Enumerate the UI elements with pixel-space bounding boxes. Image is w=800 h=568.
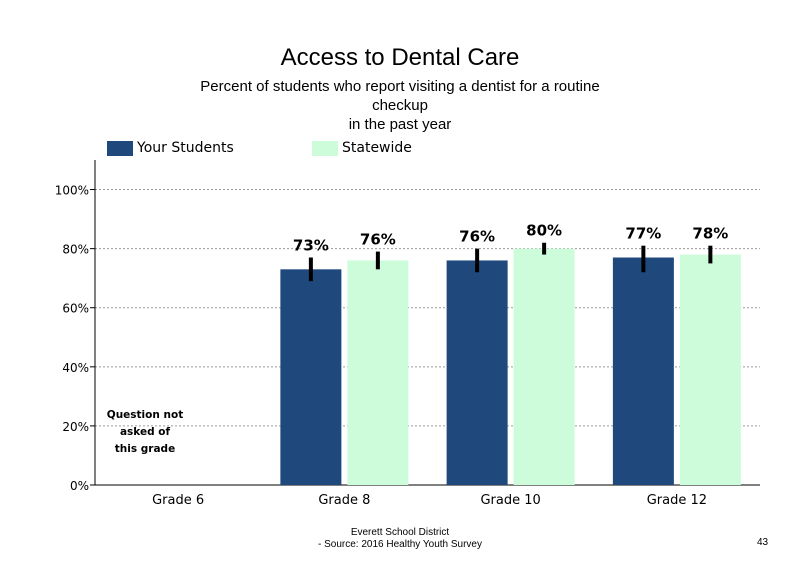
x-tick-label: Grade 8 [318, 493, 370, 508]
y-tick-label: 80% [62, 243, 89, 257]
x-tick-label: Grade 10 [480, 493, 540, 508]
legend-label-statewide: Statewide [342, 140, 412, 156]
y-tick-label: 20% [62, 420, 89, 434]
chart-subtitle: Percent of students who report visiting … [150, 77, 650, 134]
data-label: 73% [293, 237, 329, 255]
note-line-3: this grade [114, 443, 176, 455]
legend-label-your-students: Your Students [137, 140, 234, 156]
grade-6-note: Question not asked of this grade [103, 407, 187, 458]
data-label: 80% [526, 222, 562, 240]
bar [446, 260, 508, 485]
legend-item-your-students: Your Students [107, 139, 234, 157]
page-number: 43 [757, 537, 769, 548]
legend-item-statewide: Statewide [312, 139, 412, 157]
y-tick-label: 60% [62, 302, 89, 316]
subtitle-line-2: checkup [372, 97, 428, 114]
y-tick-label: 100% [55, 184, 89, 198]
x-tick-label: Grade 12 [647, 493, 707, 508]
bar [679, 254, 741, 485]
note-line-2: asked of [119, 426, 171, 438]
bar [612, 257, 674, 485]
footer-district: Everett School District [350, 527, 450, 538]
data-label: 76% [360, 231, 396, 249]
subtitle-line-1: Percent of students who report visiting … [200, 78, 600, 95]
data-label: 78% [692, 225, 728, 243]
bar [513, 248, 575, 485]
bar [280, 269, 342, 485]
bar [347, 260, 409, 485]
legend-swatch-your-students [107, 140, 133, 156]
y-tick-label: 40% [62, 361, 89, 375]
y-tick-label: 0% [70, 479, 89, 493]
footer-source: - Source: 2016 Healthy Youth Survey [318, 539, 482, 550]
subtitle-line-3: in the past year [348, 116, 452, 133]
data-label: 76% [459, 228, 495, 246]
data-label: 77% [625, 225, 661, 243]
x-tick-label: Grade 6 [152, 493, 204, 508]
chart-title: Access to Dental Care [280, 44, 520, 71]
note-line-1: Question not [106, 409, 184, 421]
legend-swatch-statewide [312, 140, 338, 156]
